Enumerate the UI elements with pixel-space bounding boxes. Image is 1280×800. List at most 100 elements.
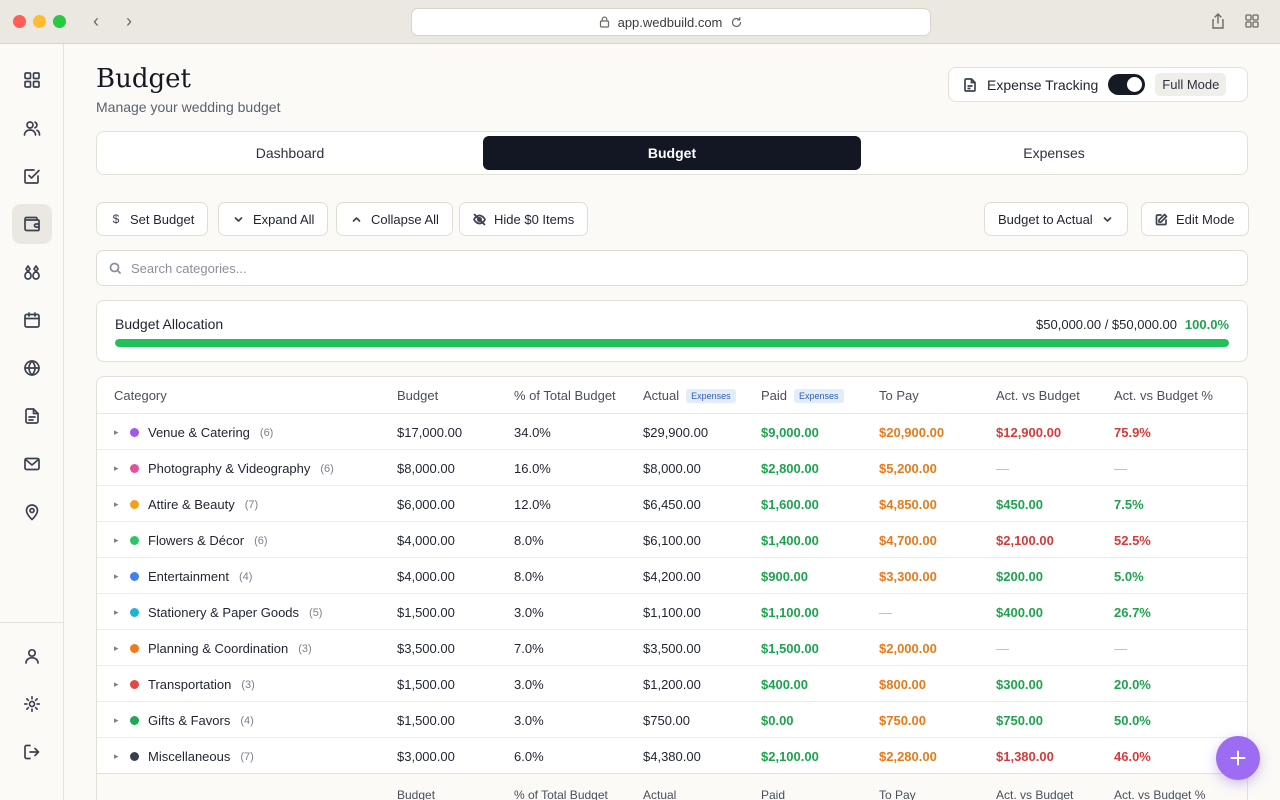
sidebar-item-documents[interactable]: [12, 396, 52, 436]
sidebar-item-venues[interactable]: [12, 492, 52, 532]
allocation-amount: $50,000.00 / $50,000.00: [1036, 317, 1177, 332]
map-pin-icon: [25, 504, 39, 521]
table-row[interactable]: ▸ Planning & Coordination (3) $3,500.00 7.0%…: [97, 630, 1247, 666]
add-item-fab-button[interactable]: [1216, 736, 1260, 780]
tabs-overview-icon[interactable]: [1243, 12, 1261, 30]
table-row[interactable]: ▸ Entertainment (4) $4,000.00 8.0% $4,200.00 $…: [97, 558, 1247, 594]
cell-pct: 8.0%: [514, 533, 544, 548]
cell-diff-pct: 50.0%: [1114, 713, 1151, 728]
sidebar-item-messages[interactable]: [12, 444, 52, 484]
chevron-right-icon[interactable]: ▸: [114, 463, 119, 473]
address-bar[interactable]: app.wedbuild.com: [411, 8, 931, 36]
reload-icon[interactable]: [730, 16, 743, 29]
category-item-count: (3): [298, 642, 312, 655]
cell-diff: $200.00: [996, 569, 1043, 584]
table-row[interactable]: ▸ Miscellaneous (7) $3,000.00 6.0% $4,380.00 $…: [97, 738, 1247, 774]
chevron-right-icon[interactable]: ▸: [114, 751, 119, 761]
cell-diff: $400.00: [996, 605, 1043, 620]
sidebar-item-calendar[interactable]: [12, 300, 52, 340]
sidebar-item-dashboard[interactable]: [12, 60, 52, 100]
cell-diff-pct: 26.7%: [1114, 605, 1151, 620]
cell-actual: $29,900.00: [643, 425, 709, 440]
tab-expenses[interactable]: Expenses: [1023, 145, 1085, 161]
sidebar-item-logout[interactable]: [12, 732, 52, 772]
back-arrow-icon[interactable]: ‹: [93, 11, 99, 31]
chevron-right-icon[interactable]: ▸: [114, 679, 119, 689]
category-color-dot: [130, 428, 139, 437]
footer-act-vs-budget: Act. vs Budget: [996, 788, 1074, 800]
cell-to-pay: $4,850.00: [879, 497, 937, 512]
sidebar-item-profile[interactable]: [12, 636, 52, 676]
tab-budget[interactable]: Budget: [483, 136, 861, 170]
checklist-icon: [24, 169, 40, 184]
table-row[interactable]: ▸ Gifts & Favors (4) $1,500.00 3.0% $750.00 $0…: [97, 702, 1247, 738]
window-close-button[interactable]: [13, 15, 26, 28]
toggle-knob: [1127, 77, 1143, 92]
chevron-right-icon[interactable]: ▸: [114, 643, 119, 653]
lock-icon: [599, 16, 609, 28]
expense-tracking-toggle[interactable]: [1108, 74, 1146, 95]
allocation-progress-bar: [115, 339, 1229, 347]
cell-budget: $1,500.00: [397, 677, 455, 692]
col-paid-label: Paid: [761, 388, 788, 403]
cell-paid: $1,100.00: [761, 605, 819, 620]
collapse-all-button[interactable]: Collapse All: [336, 202, 453, 236]
cell-budget: $1,500.00: [397, 605, 455, 620]
table-row[interactable]: ▸ Flowers & Décor (6) $4,000.00 8.0% $6,100.0…: [97, 522, 1247, 558]
table-footer: Budget % of Total Budget Actual Paid To …: [97, 773, 1247, 800]
col-act-vs-budget[interactable]: Act. vs Budget: [996, 388, 1080, 403]
chevron-right-icon[interactable]: ▸: [114, 607, 119, 617]
mail-icon: [24, 457, 40, 471]
table-row[interactable]: ▸ Photography & Videography (6) $8,000.00 16…: [97, 450, 1247, 486]
chevron-right-icon[interactable]: ▸: [114, 715, 119, 725]
expand-all-button[interactable]: Expand All: [218, 202, 329, 236]
col-act-vs-budget-pct[interactable]: Act. vs Budget %: [1114, 388, 1213, 403]
hide-zero-items-button[interactable]: Hide $0 Items: [459, 202, 589, 236]
col-category[interactable]: Category: [114, 388, 167, 403]
table-row[interactable]: ▸ Stationery & Paper Goods (5) $1,500.00 3.0…: [97, 594, 1247, 630]
budget-table: Category Budget % of Total Budget Actual…: [96, 376, 1248, 800]
share-icon[interactable]: [1209, 12, 1227, 30]
document-icon: [25, 408, 39, 424]
search-box: [96, 250, 1248, 286]
chevron-right-icon[interactable]: ▸: [114, 499, 119, 509]
sidebar-item-budget[interactable]: [12, 204, 52, 244]
category-item-count: (6): [320, 462, 334, 475]
window-minimize-button[interactable]: [33, 15, 46, 28]
cell-budget: $3,500.00: [397, 641, 455, 656]
chevron-right-icon[interactable]: ▸: [114, 535, 119, 545]
chevron-right-icon[interactable]: ▸: [114, 571, 119, 581]
cell-budget: $4,000.00: [397, 533, 455, 548]
wallet-icon: [24, 216, 40, 232]
sidebar-item-website[interactable]: [12, 348, 52, 388]
sidebar-item-settings[interactable]: [12, 684, 52, 724]
category-name: Miscellaneous: [148, 749, 231, 764]
category-item-count: (7): [244, 498, 259, 511]
table-row[interactable]: ▸ Venue & Catering (6) $17,000.00 34.0% $29,9…: [97, 414, 1247, 450]
view-mode-select[interactable]: Budget to Actual: [984, 202, 1128, 236]
col-budget[interactable]: Budget: [397, 388, 439, 403]
forward-arrow-icon[interactable]: ›: [126, 11, 132, 31]
chevron-right-icon[interactable]: ▸: [114, 427, 119, 437]
search-icon: [109, 262, 122, 274]
col-paid[interactable]: Paid Expenses: [761, 388, 844, 403]
tab-dashboard[interactable]: Dashboard: [255, 145, 325, 161]
edit-mode-button[interactable]: Edit Mode: [1141, 202, 1249, 236]
sidebar-item-vendors[interactable]: [12, 252, 52, 292]
sidebar-item-guests[interactable]: [12, 108, 52, 148]
cell-diff-pct: 46.0%: [1114, 749, 1151, 764]
col-pct-total[interactable]: % of Total Budget: [514, 388, 616, 403]
window-zoom-button[interactable]: [53, 15, 66, 28]
allocation-percent: 100.0%: [1184, 317, 1229, 332]
sidebar-item-tasks[interactable]: [12, 156, 52, 196]
expense-tracking-label: Expense Tracking: [987, 76, 1099, 93]
table-row[interactable]: ▸ Attire & Beauty (7) $6,000.00 12.0% $6,450.…: [97, 486, 1247, 522]
category-name: Stationery & Paper Goods: [148, 605, 300, 620]
set-budget-button[interactable]: $ Set Budget: [96, 202, 209, 236]
search-input[interactable]: [131, 260, 1131, 276]
mode-badge[interactable]: Full Mode: [1155, 73, 1227, 96]
col-to-pay[interactable]: To Pay: [879, 388, 919, 403]
table-row[interactable]: ▸ Transportation (3) $1,500.00 3.0% $1,200.00…: [97, 666, 1247, 702]
cell-pct: 12.0%: [514, 497, 551, 512]
col-actual[interactable]: Actual Expenses: [643, 388, 736, 403]
